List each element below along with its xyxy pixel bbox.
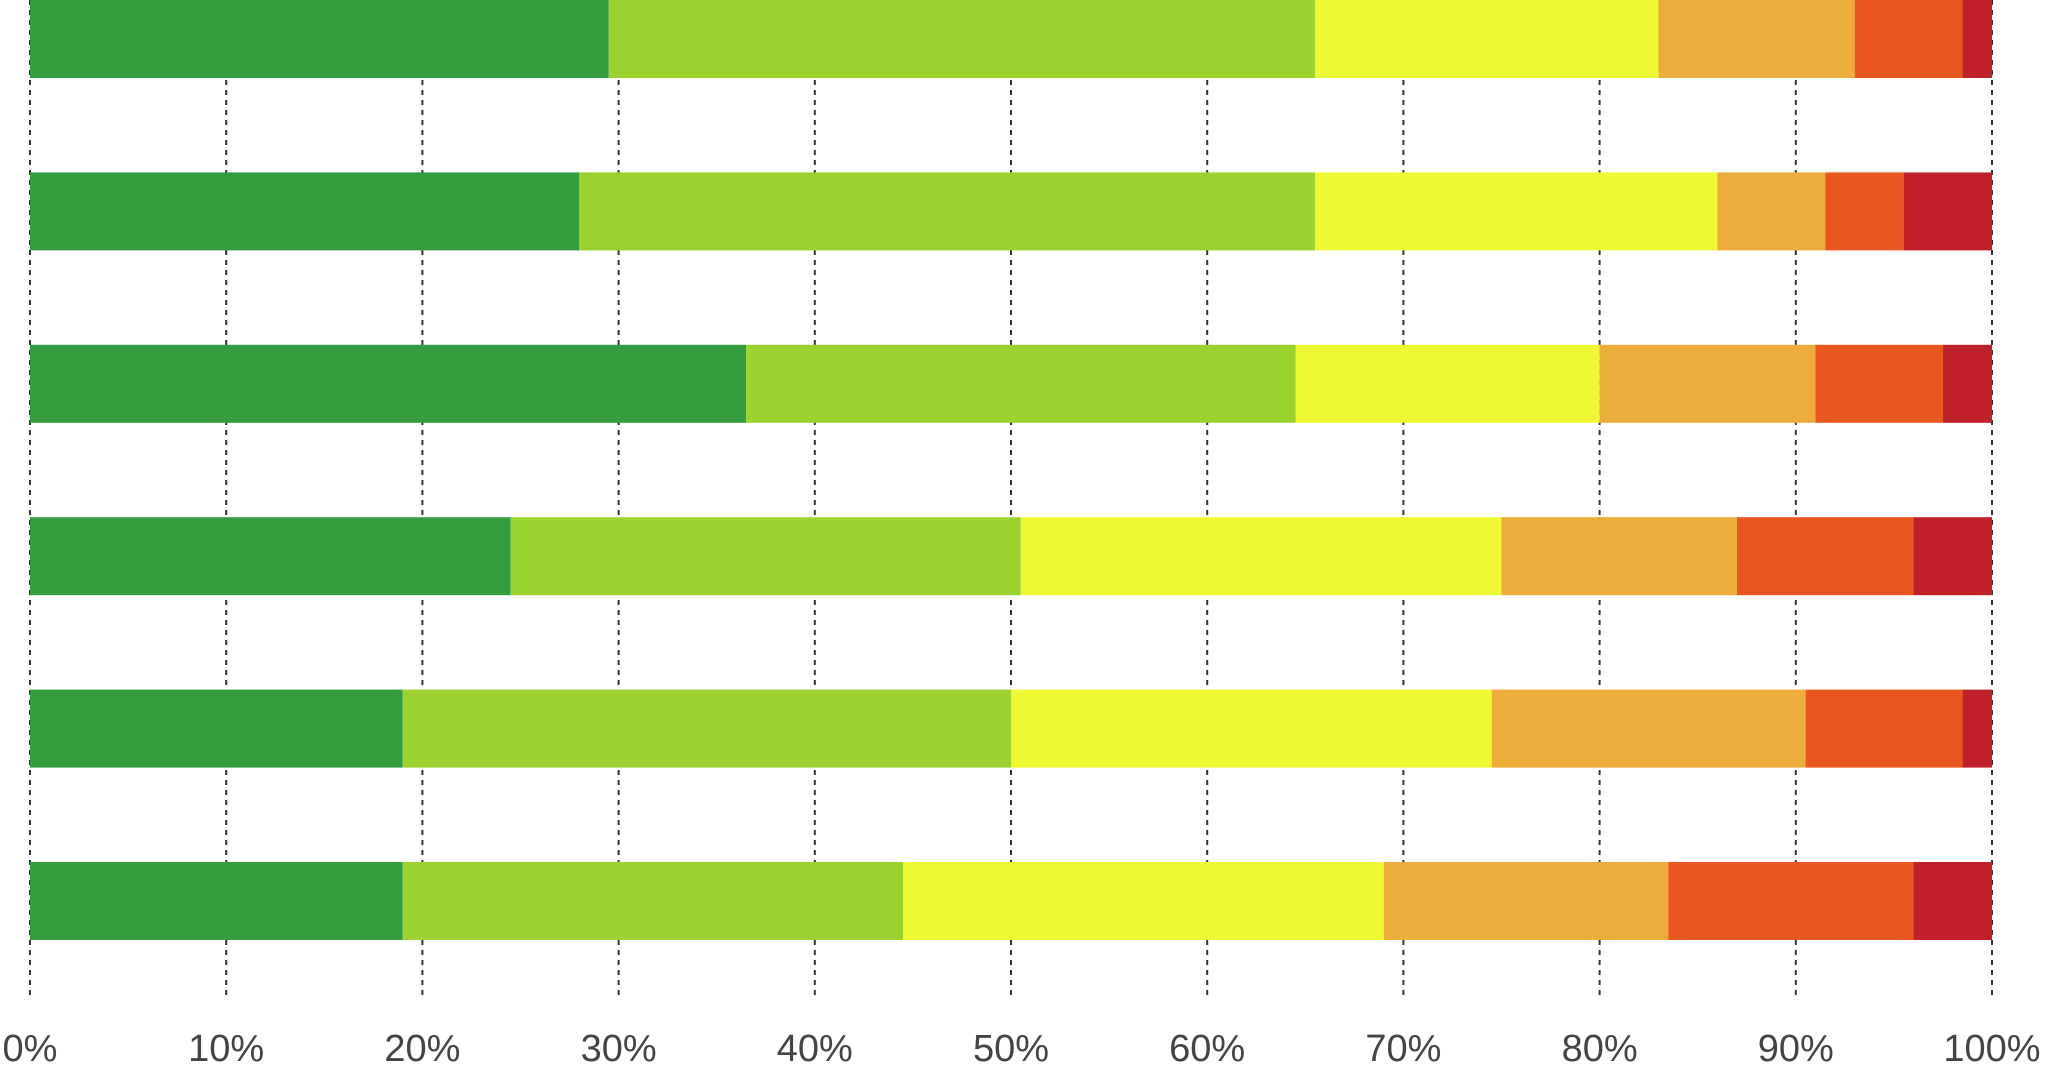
- bar-segment: [1295, 344, 1600, 423]
- bar-segment: [608, 0, 1316, 78]
- bar-segment: [30, 862, 403, 940]
- bar-segment: [1315, 0, 1659, 78]
- bar-segment: [1658, 0, 1855, 78]
- bar-segment: [1501, 517, 1737, 596]
- bar-segment: [30, 344, 747, 423]
- bar-segment: [1903, 172, 1992, 251]
- bar-segment: [1736, 517, 1914, 596]
- bar-segment: [1962, 0, 1992, 78]
- bar-segment: [510, 517, 1021, 596]
- x-tick-label: 0%: [3, 1028, 58, 1070]
- bar-segment: [1315, 172, 1718, 251]
- bar-segment: [1962, 689, 1992, 768]
- bar-segment: [1913, 517, 1992, 596]
- bar-segment: [1599, 344, 1816, 423]
- bar-segment: [1668, 862, 1914, 940]
- x-tick-label: 60%: [1169, 1028, 1245, 1070]
- bar-segment: [1815, 344, 1943, 423]
- bar-segment: [30, 517, 511, 596]
- bar-segment: [402, 689, 1011, 768]
- x-tick-label: 80%: [1562, 1028, 1638, 1070]
- bar-segment: [746, 344, 1296, 423]
- x-tick-label: 50%: [973, 1028, 1049, 1070]
- x-tick-label: 70%: [1365, 1028, 1441, 1070]
- bar-segment: [30, 689, 403, 768]
- bar-segment: [1805, 689, 1963, 768]
- bar-segment: [1717, 172, 1826, 251]
- bar-segment: [903, 862, 1384, 940]
- bar-segment: [1383, 862, 1669, 940]
- x-tick-label: 10%: [188, 1028, 264, 1070]
- bar-segment: [30, 0, 609, 78]
- bar-segment: [30, 172, 580, 251]
- bar-segment: [1491, 689, 1806, 768]
- bar-segment: [1913, 862, 1992, 940]
- x-tick-label: 90%: [1758, 1028, 1834, 1070]
- bar-segment: [402, 862, 904, 940]
- x-tick-label: 40%: [777, 1028, 853, 1070]
- bar-segment: [1825, 172, 1904, 251]
- x-tick-label: 30%: [581, 1028, 657, 1070]
- x-tick-label: 20%: [384, 1028, 460, 1070]
- bar-segment: [1942, 344, 1992, 423]
- bar-segment: [579, 172, 1316, 251]
- x-tick-label: 100%: [1943, 1028, 2040, 1070]
- bar-segment: [1854, 0, 1963, 78]
- bar-segment: [1011, 689, 1492, 768]
- bar-segment: [1020, 517, 1502, 596]
